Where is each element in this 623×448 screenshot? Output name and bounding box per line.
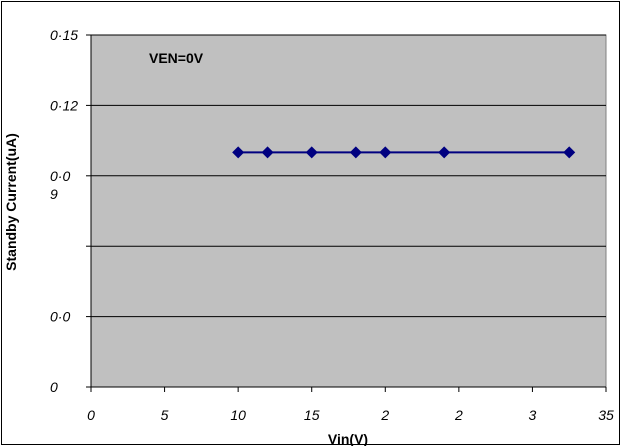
- x-tick-label: 10: [230, 407, 246, 423]
- data-point-marker: [563, 146, 576, 159]
- chart-annotation: VEN=0V: [149, 50, 204, 66]
- data-point-marker: [438, 146, 451, 159]
- gridlines: [90, 34, 606, 388]
- x-tick-label: 3: [529, 407, 537, 423]
- data-point-marker: [349, 146, 362, 159]
- y-tick-label: 0·0 9: [50, 168, 70, 202]
- data-point-marker: [305, 146, 318, 159]
- data-point-marker: [379, 146, 392, 159]
- data-point-marker: [261, 146, 274, 159]
- x-tick-label: 2: [454, 407, 463, 423]
- x-tick-label: 2: [380, 407, 389, 423]
- x-axis-ticks: 0 5 10 15 2 2 3 35: [87, 387, 614, 423]
- y-tick-label: 0·12: [50, 97, 78, 113]
- x-tick-label: 0: [87, 407, 95, 423]
- y-tick-label: 0: [50, 379, 58, 395]
- y-axis-ticks: 0 0·0 0·0 9 0·12 0·15: [50, 27, 91, 395]
- plot-area: [90, 34, 607, 388]
- data-series: [232, 146, 576, 159]
- x-tick-label: 35: [598, 407, 614, 423]
- y-axis-title: Standby Current(uA): [3, 133, 19, 271]
- y-tick-label: 0·0: [50, 309, 70, 325]
- x-tick-label: 15: [304, 407, 320, 423]
- x-axis-title: Vin(V): [328, 431, 368, 446]
- x-tick-label: 5: [161, 407, 169, 423]
- y-tick-label: 0·15: [50, 27, 78, 43]
- data-point-marker: [232, 146, 245, 159]
